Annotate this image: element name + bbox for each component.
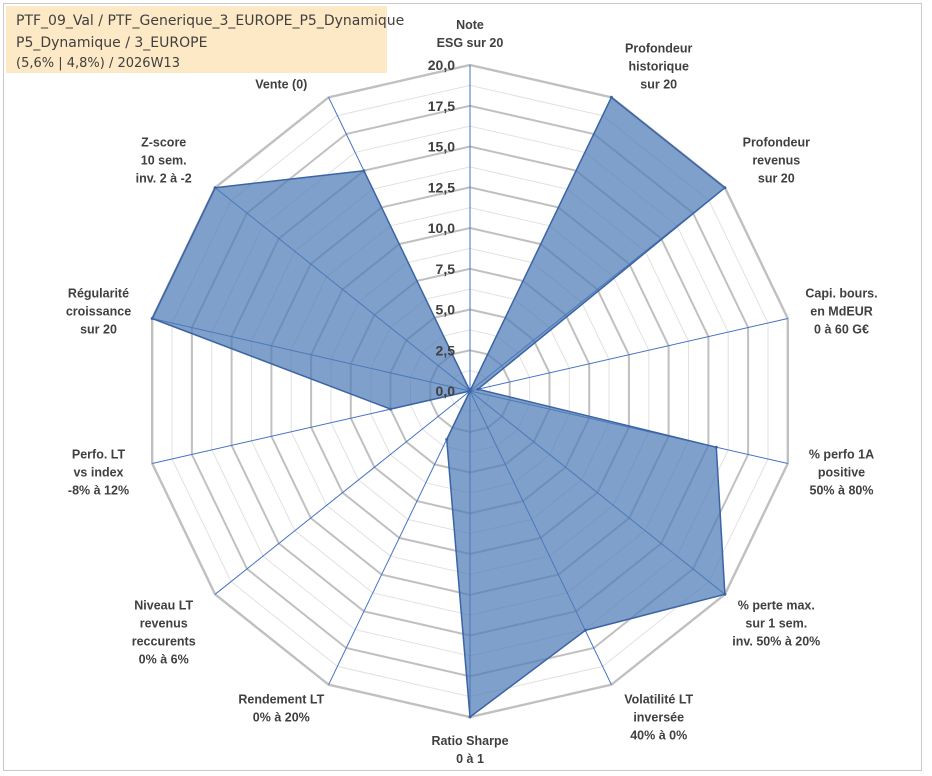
- data-point: [583, 628, 587, 632]
- axis-label-line: sur 20: [758, 171, 795, 185]
- axis-label-line: reccurents: [132, 635, 196, 649]
- axis-label-line: revenus: [140, 617, 188, 631]
- data-point: [389, 407, 392, 411]
- axis-label-line: Volatilité LT: [624, 693, 693, 707]
- axis-label: Perfo. LT vs index -8% à 12%: [68, 448, 129, 498]
- data-point: [445, 438, 449, 441]
- axis-label: Capi. bours. en MdEUR 0 à 60 G€: [805, 286, 877, 336]
- axis-label-line: Rendement LT: [238, 693, 324, 707]
- axis-label: Z-score 10 sem. inv. 2 à -2: [136, 135, 192, 185]
- axis-label: Rendement LT 0% à 20%: [238, 693, 324, 725]
- tick-label: 7,5: [436, 261, 456, 277]
- axis-label: Note ESG sur 20: [437, 18, 504, 50]
- axis-label-line: Z-score: [141, 135, 186, 149]
- axis-label-line: inv. 50% à 20%: [732, 635, 820, 649]
- axis-label-line: croissance: [66, 304, 131, 318]
- tick-label: 2,5: [436, 342, 456, 358]
- axis-label-line: positive: [818, 466, 865, 480]
- axis-label: Régularité croissance sur 20: [66, 286, 131, 336]
- axis-label: Profondeur historique sur 20: [625, 42, 692, 92]
- axis-label: Ratio Sharpe 0 à 1: [431, 734, 508, 766]
- tick-label: 5,0: [436, 302, 456, 318]
- tick-label: 10,0: [428, 220, 455, 236]
- axis-label-line: sur 20: [80, 322, 117, 336]
- axis-label-line: inv. 2 à -2: [136, 171, 192, 185]
- tick-label: 20,0: [428, 57, 455, 73]
- axis-label-line: vs index: [73, 466, 123, 480]
- data-point: [723, 186, 727, 190]
- axis-label-line: -8% à 12%: [68, 484, 129, 498]
- axis-label-line: % perfo 1A: [809, 448, 874, 462]
- axis-label: Profondeur revenus sur 20: [743, 135, 810, 185]
- axis-spoke: [214, 390, 471, 595]
- axis-label-line: 0% à 20%: [253, 711, 310, 725]
- tick-label: 12,5: [428, 179, 455, 195]
- axis-label-line: ESG sur 20: [437, 36, 504, 50]
- axis-spoke: [469, 318, 788, 392]
- tick-label: 15,0: [428, 139, 455, 155]
- portfolio-stats: (5,6% | 4,8%) / 2026W13: [16, 56, 180, 71]
- axis-label-line: 0% à 6%: [139, 653, 189, 667]
- axis-label-line: 50% à 80%: [810, 484, 874, 498]
- axis-label-line: Niveau LT: [134, 599, 193, 613]
- portfolio-profile: P5_Dynamique / 3_EUROPE: [16, 35, 208, 51]
- data-point: [362, 169, 366, 173]
- axis-label-line: 10 sem.: [141, 153, 187, 167]
- axis-label-line: inversée: [633, 711, 684, 725]
- tick-label: 0,0: [436, 383, 456, 399]
- data-point: [468, 389, 472, 393]
- axis-label: % perfo 1A positive 50% à 80%: [809, 448, 874, 498]
- axis-label-line: historique: [628, 60, 688, 74]
- data-points: [150, 95, 727, 719]
- axis-label-line: % perte max.: [738, 599, 815, 613]
- data-point: [714, 445, 718, 449]
- axis-label: % perte max. sur 1 sem. inv. 50% à 20%: [732, 599, 820, 649]
- data-point: [213, 186, 217, 190]
- axis-label-line: 40% à 0%: [630, 729, 687, 743]
- axis-label-line: Note: [456, 18, 484, 32]
- axis-label: Volatilité LT inversée 40% à 0%: [624, 693, 693, 743]
- axis-label-line: 0 à 60 G€: [814, 322, 869, 336]
- data-point: [609, 95, 613, 99]
- portfolio-name: PTF_09_Val / PTF_Generique_3_EUROPE_P5_D…: [16, 13, 405, 29]
- axis-label-line: revenus: [752, 153, 800, 167]
- axis-label-line: Capi. bours.: [805, 286, 877, 300]
- axis-label-line: Vente (0): [255, 78, 307, 92]
- axis-label-line: sur 1 sem.: [745, 617, 807, 631]
- data-point: [723, 592, 727, 596]
- axis-label-line: en MdEUR: [810, 304, 873, 318]
- data-point: [468, 715, 472, 719]
- axis-label-line: sur 20: [640, 78, 677, 92]
- axis-label-line: Régularité: [68, 286, 129, 300]
- radial-tick-labels: 0,0 2,5 5,0 7,5 10,0 12,5 15,0 17,5 20,0: [428, 57, 455, 399]
- axis-label-line: Perfo. LT: [72, 448, 126, 462]
- axis-label-line: 0 à 1: [456, 752, 484, 766]
- axis-label-line: Ratio Sharpe: [431, 734, 508, 748]
- axis-label-line: Profondeur: [625, 42, 692, 56]
- axis-label: Niveau LT revenus reccurents 0% à 6%: [132, 599, 196, 667]
- tick-label: 17,5: [428, 98, 455, 114]
- portfolio-info-box: PTF_09_Val / PTF_Generique_3_EUROPE_P5_D…: [6, 6, 404, 73]
- axis-label-line: Profondeur: [743, 135, 810, 149]
- data-point: [476, 387, 480, 391]
- data-point: [150, 317, 154, 320]
